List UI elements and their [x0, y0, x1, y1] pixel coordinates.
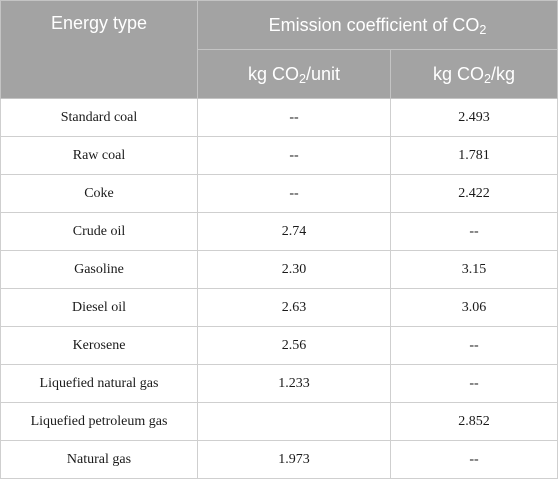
table-body: Standard coal -- 2.493 Raw coal -- 1.781… [0, 98, 558, 479]
per-unit-header: kg CO2/unit [197, 49, 391, 99]
table-row: Kerosene 2.56 -- [0, 326, 558, 365]
table-row: Gasoline 2.30 3.15 [0, 250, 558, 289]
per-unit-cell: 1.233 [197, 364, 391, 403]
table-row: Coke -- 2.422 [0, 174, 558, 213]
table-row: Natural gas 1.973 -- [0, 440, 558, 479]
table-row: Crude oil 2.74 -- [0, 212, 558, 251]
per-kg-cell: 2.852 [390, 402, 558, 441]
per-unit-cell: 2.63 [197, 288, 391, 327]
per-unit-header-prefix: kg CO [247, 63, 299, 84]
per-unit-cell: 2.74 [197, 212, 391, 251]
per-unit-cell: -- [197, 174, 391, 213]
table-row: Liquefied natural gas 1.233 -- [0, 364, 558, 403]
per-kg-header-subscript: 2 [483, 71, 491, 86]
table-row: Standard coal -- 2.493 [0, 98, 558, 137]
per-kg-header-suffix: /kg [491, 63, 516, 84]
header-row-2: kg CO2/unit kg CO2/kg [1, 49, 558, 99]
energy-type-cell: Raw coal [0, 136, 198, 175]
energy-type-cell: Diesel oil [0, 288, 198, 327]
per-kg-cell: -- [390, 326, 558, 365]
per-unit-cell: 1.973 [197, 440, 391, 479]
per-unit-header-suffix: /unit [306, 63, 341, 84]
per-kg-header: kg CO2/kg [390, 49, 558, 99]
per-unit-header-subscript: 2 [298, 71, 306, 86]
per-unit-cell [197, 402, 391, 441]
per-kg-cell: -- [390, 364, 558, 403]
energy-type-cell: Liquefied natural gas [0, 364, 198, 403]
energy-type-header: Energy type [0, 0, 198, 99]
emission-coefficient-header-subscript: 2 [479, 22, 487, 37]
energy-type-cell: Kerosene [0, 326, 198, 365]
energy-type-cell: Gasoline [0, 250, 198, 289]
emission-coefficient-header: Emission coefficient of CO2 [197, 0, 558, 50]
per-kg-cell: 3.15 [390, 250, 558, 289]
per-unit-cell: 2.56 [197, 326, 391, 365]
energy-type-cell: Standard coal [0, 98, 198, 137]
per-kg-cell: 3.06 [390, 288, 558, 327]
per-kg-cell: 2.493 [390, 98, 558, 137]
energy-type-cell: Coke [0, 174, 198, 213]
table-header: Energy type Emission coefficient of CO2 … [0, 0, 558, 99]
energy-type-cell: Liquefied petroleum gas [0, 402, 198, 441]
energy-type-cell: Crude oil [0, 212, 198, 251]
emission-coefficient-header-label: Emission coefficient of CO [268, 14, 480, 35]
per-unit-cell: -- [197, 98, 391, 137]
per-unit-cell: 2.30 [197, 250, 391, 289]
table-row: Liquefied petroleum gas 2.852 [0, 402, 558, 441]
per-kg-header-prefix: kg CO [432, 63, 484, 84]
energy-type-cell: Natural gas [0, 440, 198, 479]
per-kg-cell: -- [390, 212, 558, 251]
energy-type-header-label: Energy type [50, 13, 148, 33]
per-kg-cell: 2.422 [390, 174, 558, 213]
header-row-1: Energy type Emission coefficient of CO2 [0, 0, 558, 99]
per-kg-cell: 1.781 [390, 136, 558, 175]
per-unit-cell: -- [197, 136, 391, 175]
per-kg-cell: -- [390, 440, 558, 479]
table-row: Diesel oil 2.63 3.06 [0, 288, 558, 327]
table-row: Raw coal -- 1.781 [0, 136, 558, 175]
